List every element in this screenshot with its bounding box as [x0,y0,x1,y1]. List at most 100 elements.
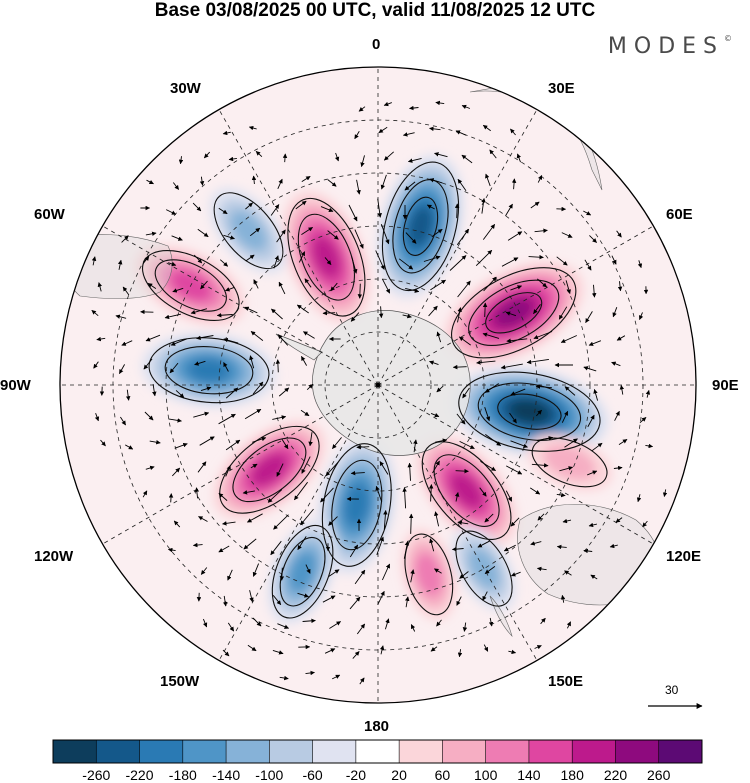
wind-vector [455,468,469,474]
wind-vector [533,331,553,340]
wind-vector [511,178,517,190]
meridian-line [102,384,379,545]
wind-vector [171,467,181,477]
wind-vector [402,132,415,137]
wind-vector [202,618,208,628]
wind-vector [142,256,150,264]
contour-neg-85W [148,337,270,404]
wind-vector [378,126,388,134]
wind-vector [483,644,489,652]
wind-vector [408,513,414,534]
wind-vector [119,364,125,374]
wind-vector [357,283,363,299]
wind-vector [295,200,307,210]
wind-vector [456,596,462,606]
wind-vectors [91,100,668,685]
wind-vector [510,285,523,291]
colorbar [52,739,703,764]
wind-vector [252,617,262,627]
wind-vector [278,281,286,295]
wind-vector [510,440,528,448]
wind-vector [609,543,618,549]
contour-neg-160W [279,536,326,607]
colorbar-tick-label: 140 [517,767,541,783]
wind-vector [196,335,214,341]
label-150w: 150W [160,673,200,690]
colorbar-tick-label: 100 [474,767,498,783]
wind-vector [509,412,517,424]
colorbar-swatch [53,740,97,763]
wind-vector [124,444,134,450]
wind-vector [534,645,542,650]
map-border [59,66,697,704]
label-180: 180 [364,718,390,735]
wind-vector [376,536,384,556]
wind-vector [430,279,446,291]
wind-vector [308,432,313,447]
wind-vector [322,595,336,603]
wind-vector [245,202,253,210]
wind-vector [278,387,290,397]
wind-vector [242,490,255,495]
wind-vector [435,438,448,443]
wind-vector [273,514,289,530]
wind-vector [200,567,208,575]
wind-vector [593,388,599,401]
contour-neg-30E [382,161,459,292]
wind-vector [328,516,338,526]
wind-vector [348,204,358,222]
wind-vector [435,100,445,106]
wind-vector [508,649,517,655]
wind-vector [249,227,261,237]
wind-vector [145,334,161,342]
wind-vector [561,232,573,238]
wind-vector [302,618,316,624]
wind-vector [250,463,258,469]
wind-vector [564,438,578,448]
wind-vector [147,283,157,289]
wind-vector [200,280,208,290]
wind-vector [458,336,471,346]
wind-vector [488,617,494,627]
label-30w: 30W [170,80,201,97]
wind-vector [612,307,618,318]
wind-vector [225,286,235,292]
wind-vector [178,156,184,165]
wind-vector [218,413,236,425]
wind-vector [537,436,554,441]
wind-vector [484,383,499,393]
wind-vector [300,409,310,417]
wind-vector [531,463,549,468]
label-120w: 120W [34,548,74,565]
wind-vector [405,287,420,293]
wind-vector [637,260,643,269]
wind-vector [247,644,257,652]
wind-vector [429,360,439,366]
wind-vector [588,522,598,528]
wind-vector [375,485,383,502]
wind-vector [462,622,468,632]
wind-vector [276,463,284,477]
wind-vector [459,571,469,579]
wind-vector [591,442,603,452]
south-america-coast [60,234,173,299]
wind-vector [398,258,414,270]
wind-vector [252,436,267,443]
wind-vector [403,540,410,559]
colorbar-tick-label: 20 [391,767,407,783]
colorbar-tick-label: 180 [560,767,584,783]
colorbar-tick-label: 220 [603,767,628,783]
anomaly-layer [135,153,613,625]
wind-vector [356,179,361,195]
wind-vector [270,204,280,216]
wind-vector [480,461,496,471]
label-90e: 90E [712,377,739,394]
wind-vector [611,361,621,367]
wind-vector [220,259,229,267]
wind-vector [642,520,648,528]
contour-neg-90E [458,371,601,452]
wind-vector [619,384,625,395]
wind-vector [430,646,438,652]
wind-vector [380,224,390,245]
wind-vector [379,645,385,655]
